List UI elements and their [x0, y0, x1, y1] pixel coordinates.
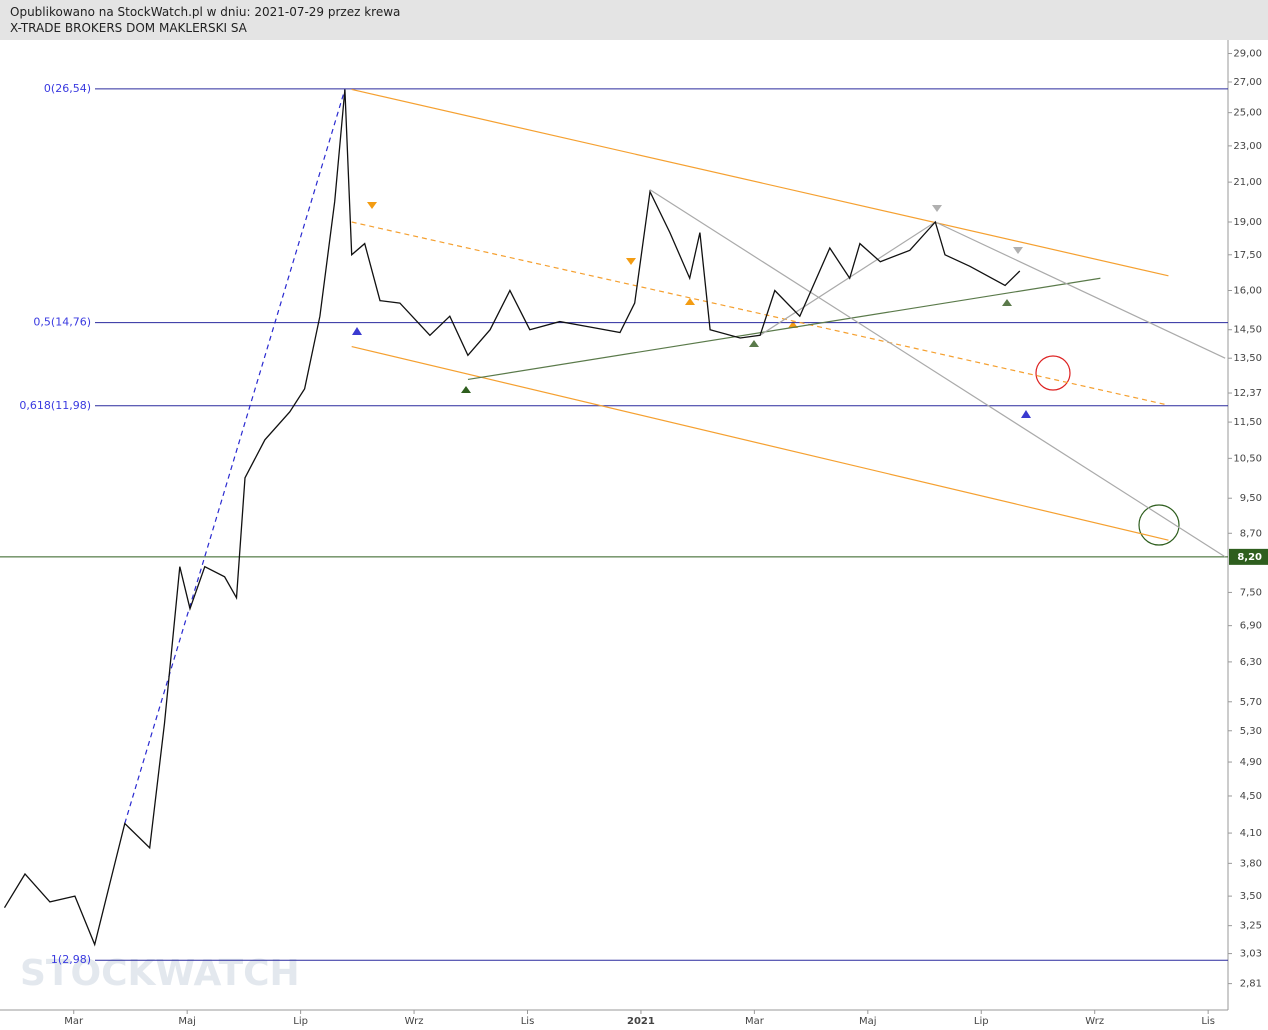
- y-tick-label: 3,25: [1240, 921, 1262, 932]
- y-tick-label: 27,00: [1233, 77, 1262, 88]
- marker: [1013, 247, 1023, 254]
- annotation-circle: [1035, 355, 1071, 391]
- x-tick-label: Lis: [521, 1016, 535, 1027]
- y-tick-label: 8,70: [1240, 528, 1262, 539]
- fib-label: 0(26,54): [44, 82, 91, 95]
- y-tick-label: 3,50: [1240, 891, 1262, 902]
- header-line: Opublikowano na StockWatch.pl w dniu: 20…: [10, 5, 401, 19]
- y-tick-label: 19,00: [1233, 217, 1262, 228]
- marker: [461, 386, 471, 393]
- fib-label: 1(2,98): [51, 953, 91, 966]
- y-tick-label: 5,30: [1240, 726, 1262, 737]
- y-tick-label: 10,50: [1233, 453, 1262, 464]
- y-tick-label: 13,50: [1233, 353, 1262, 364]
- y-tick-label: 29,00: [1233, 49, 1262, 60]
- marker: [352, 327, 362, 335]
- x-tick-label: Wrz: [405, 1016, 424, 1027]
- y-tick-label: 2,81: [1240, 979, 1262, 990]
- x-tick-label: Mar: [64, 1016, 84, 1027]
- y-tick-label: 6,90: [1240, 621, 1262, 632]
- header-line: X-TRADE BROKERS DOM MAKLERSKI SA: [10, 21, 247, 35]
- x-tick-label: Maj: [859, 1016, 877, 1027]
- y-tick-label: 6,30: [1240, 657, 1262, 668]
- y-tick-label: 17,50: [1233, 250, 1262, 261]
- trendline: [351, 221, 1169, 406]
- header: Opublikowano na StockWatch.pl w dniu: 20…: [0, 0, 1268, 40]
- support-label: 8,20: [1237, 552, 1262, 563]
- marker: [788, 321, 798, 328]
- trendline: [935, 221, 1226, 359]
- marker: [1002, 299, 1012, 306]
- annotation-circle: [1138, 504, 1180, 546]
- y-tick-label: 11,50: [1233, 417, 1262, 428]
- x-tick-label: Mar: [745, 1016, 765, 1027]
- x-tick-label: Lip: [293, 1016, 308, 1027]
- x-tick-label: Wrz: [1085, 1016, 1104, 1027]
- trendline: [649, 189, 1226, 558]
- price-line: [3, 89, 1021, 947]
- trendline: [124, 89, 346, 824]
- y-tick-label: 9,50: [1240, 493, 1262, 504]
- trendline: [467, 277, 1101, 381]
- fib-label: 0,5(14,76): [33, 316, 91, 329]
- y-tick-label: 21,00: [1233, 177, 1262, 188]
- y-tick-label: 25,00: [1233, 108, 1262, 119]
- x-tick-label: Lip: [974, 1016, 989, 1027]
- trendline: [351, 88, 1169, 277]
- x-tick-label: Maj: [178, 1016, 196, 1027]
- fib-label: 0,618(11,98): [19, 399, 91, 412]
- y-tick-label: 12,37: [1233, 388, 1262, 399]
- y-tick-label: 4,50: [1240, 791, 1262, 802]
- y-tick-label: 3,03: [1240, 949, 1262, 960]
- y-tick-label: 7,50: [1240, 587, 1262, 598]
- y-tick-label: 4,90: [1240, 757, 1262, 768]
- y-tick-label: 4,10: [1240, 828, 1262, 839]
- marker: [1021, 410, 1031, 418]
- y-tick-label: 14,50: [1233, 325, 1262, 336]
- y-tick-label: 3,80: [1240, 858, 1262, 869]
- marker: [685, 298, 695, 305]
- trendline: [351, 345, 1169, 541]
- y-tick-label: 23,00: [1233, 141, 1262, 152]
- y-tick-label: 16,00: [1233, 285, 1262, 296]
- marker: [626, 258, 636, 265]
- marker: [367, 202, 377, 209]
- x-tick-label: 2021: [627, 1016, 655, 1027]
- trendline: [759, 221, 936, 336]
- y-tick-label: 5,70: [1240, 697, 1262, 708]
- marker: [932, 205, 942, 212]
- support-label-box: [1229, 548, 1268, 565]
- marker: [749, 340, 759, 347]
- x-tick-label: Lis: [1201, 1016, 1215, 1027]
